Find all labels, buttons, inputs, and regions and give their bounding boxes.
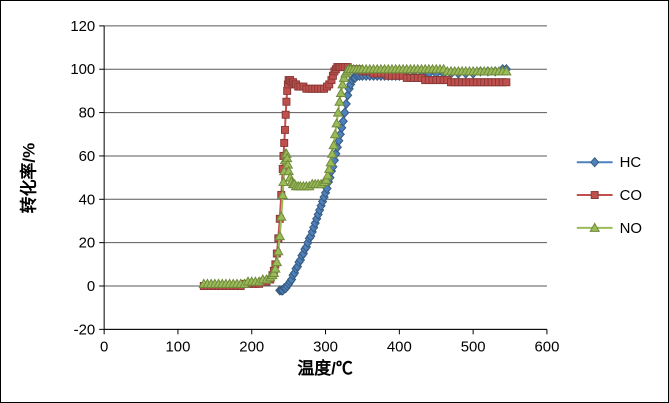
y-tick-label: 80 [79, 105, 96, 122]
y-axis-title: 转化率/% [18, 143, 38, 213]
diamond-marker [340, 107, 350, 118]
x-tick-label: 400 [387, 338, 412, 355]
tick-marks [99, 25, 548, 335]
legend-label: CO [620, 187, 642, 204]
x-tick-label: 500 [461, 338, 486, 355]
triangle-marker [275, 211, 287, 221]
series-co [199, 63, 511, 290]
diamond-marker [341, 98, 351, 110]
square-marker [280, 138, 289, 147]
y-tick-label: 100 [70, 61, 95, 78]
triangle-marker [335, 87, 347, 98]
triangle-marker [274, 230, 286, 241]
square-marker [283, 86, 292, 95]
triangle-marker [329, 128, 341, 139]
triangle-marker [325, 156, 337, 167]
x-tick-label: 200 [239, 338, 264, 355]
legend-item-no: NO [576, 220, 642, 237]
y-tick-label: -20 [74, 321, 96, 338]
x-axis-title: 温度/℃ [297, 358, 353, 378]
triangle-marker [328, 139, 339, 150]
gridlines [104, 25, 547, 330]
triangle-marker [270, 263, 281, 273]
square-marker [502, 78, 511, 87]
square-marker [280, 125, 289, 134]
series-line [203, 66, 507, 287]
y-tick-label: 60 [79, 148, 96, 165]
triangle-marker [322, 169, 334, 180]
x-tick-label: 600 [535, 338, 560, 355]
triangle-marker [272, 245, 284, 256]
x-tick-label: 0 [100, 338, 108, 355]
series-line [203, 68, 507, 285]
triangle-marker [589, 222, 601, 232]
legend: HC CO NO [576, 154, 642, 237]
triangle-marker [334, 96, 345, 106]
y-tick-label: 0 [87, 278, 95, 295]
triangle-marker [323, 163, 335, 173]
series-hc [275, 64, 511, 296]
square-marker [590, 191, 599, 200]
legend-item-co: CO [576, 187, 642, 204]
square-marker [282, 97, 291, 106]
triangle-marker [326, 148, 338, 158]
legend-label: NO [620, 220, 642, 237]
triangle-marker [271, 256, 283, 267]
x-tick-label: 300 [313, 338, 338, 355]
y-tick-label: 120 [70, 18, 95, 35]
x-tick-label: 100 [166, 338, 191, 355]
triangle-marker [283, 165, 294, 176]
series-line [279, 68, 507, 292]
triangle-marker [501, 65, 512, 76]
diamond-marker [338, 116, 348, 127]
triangle-marker [337, 78, 348, 89]
series-no [198, 63, 512, 288]
triangle-marker [277, 189, 289, 199]
legend-label: HC [620, 154, 642, 171]
triangle-marker [331, 117, 342, 128]
diamond-marker [590, 156, 600, 168]
y-tick-label: 20 [79, 235, 96, 252]
legend-item-hc: HC [576, 154, 642, 171]
plot-series [198, 63, 512, 296]
square-marker [281, 110, 290, 119]
triangle-marker [332, 107, 344, 117]
y-tick-label: 40 [79, 191, 96, 208]
